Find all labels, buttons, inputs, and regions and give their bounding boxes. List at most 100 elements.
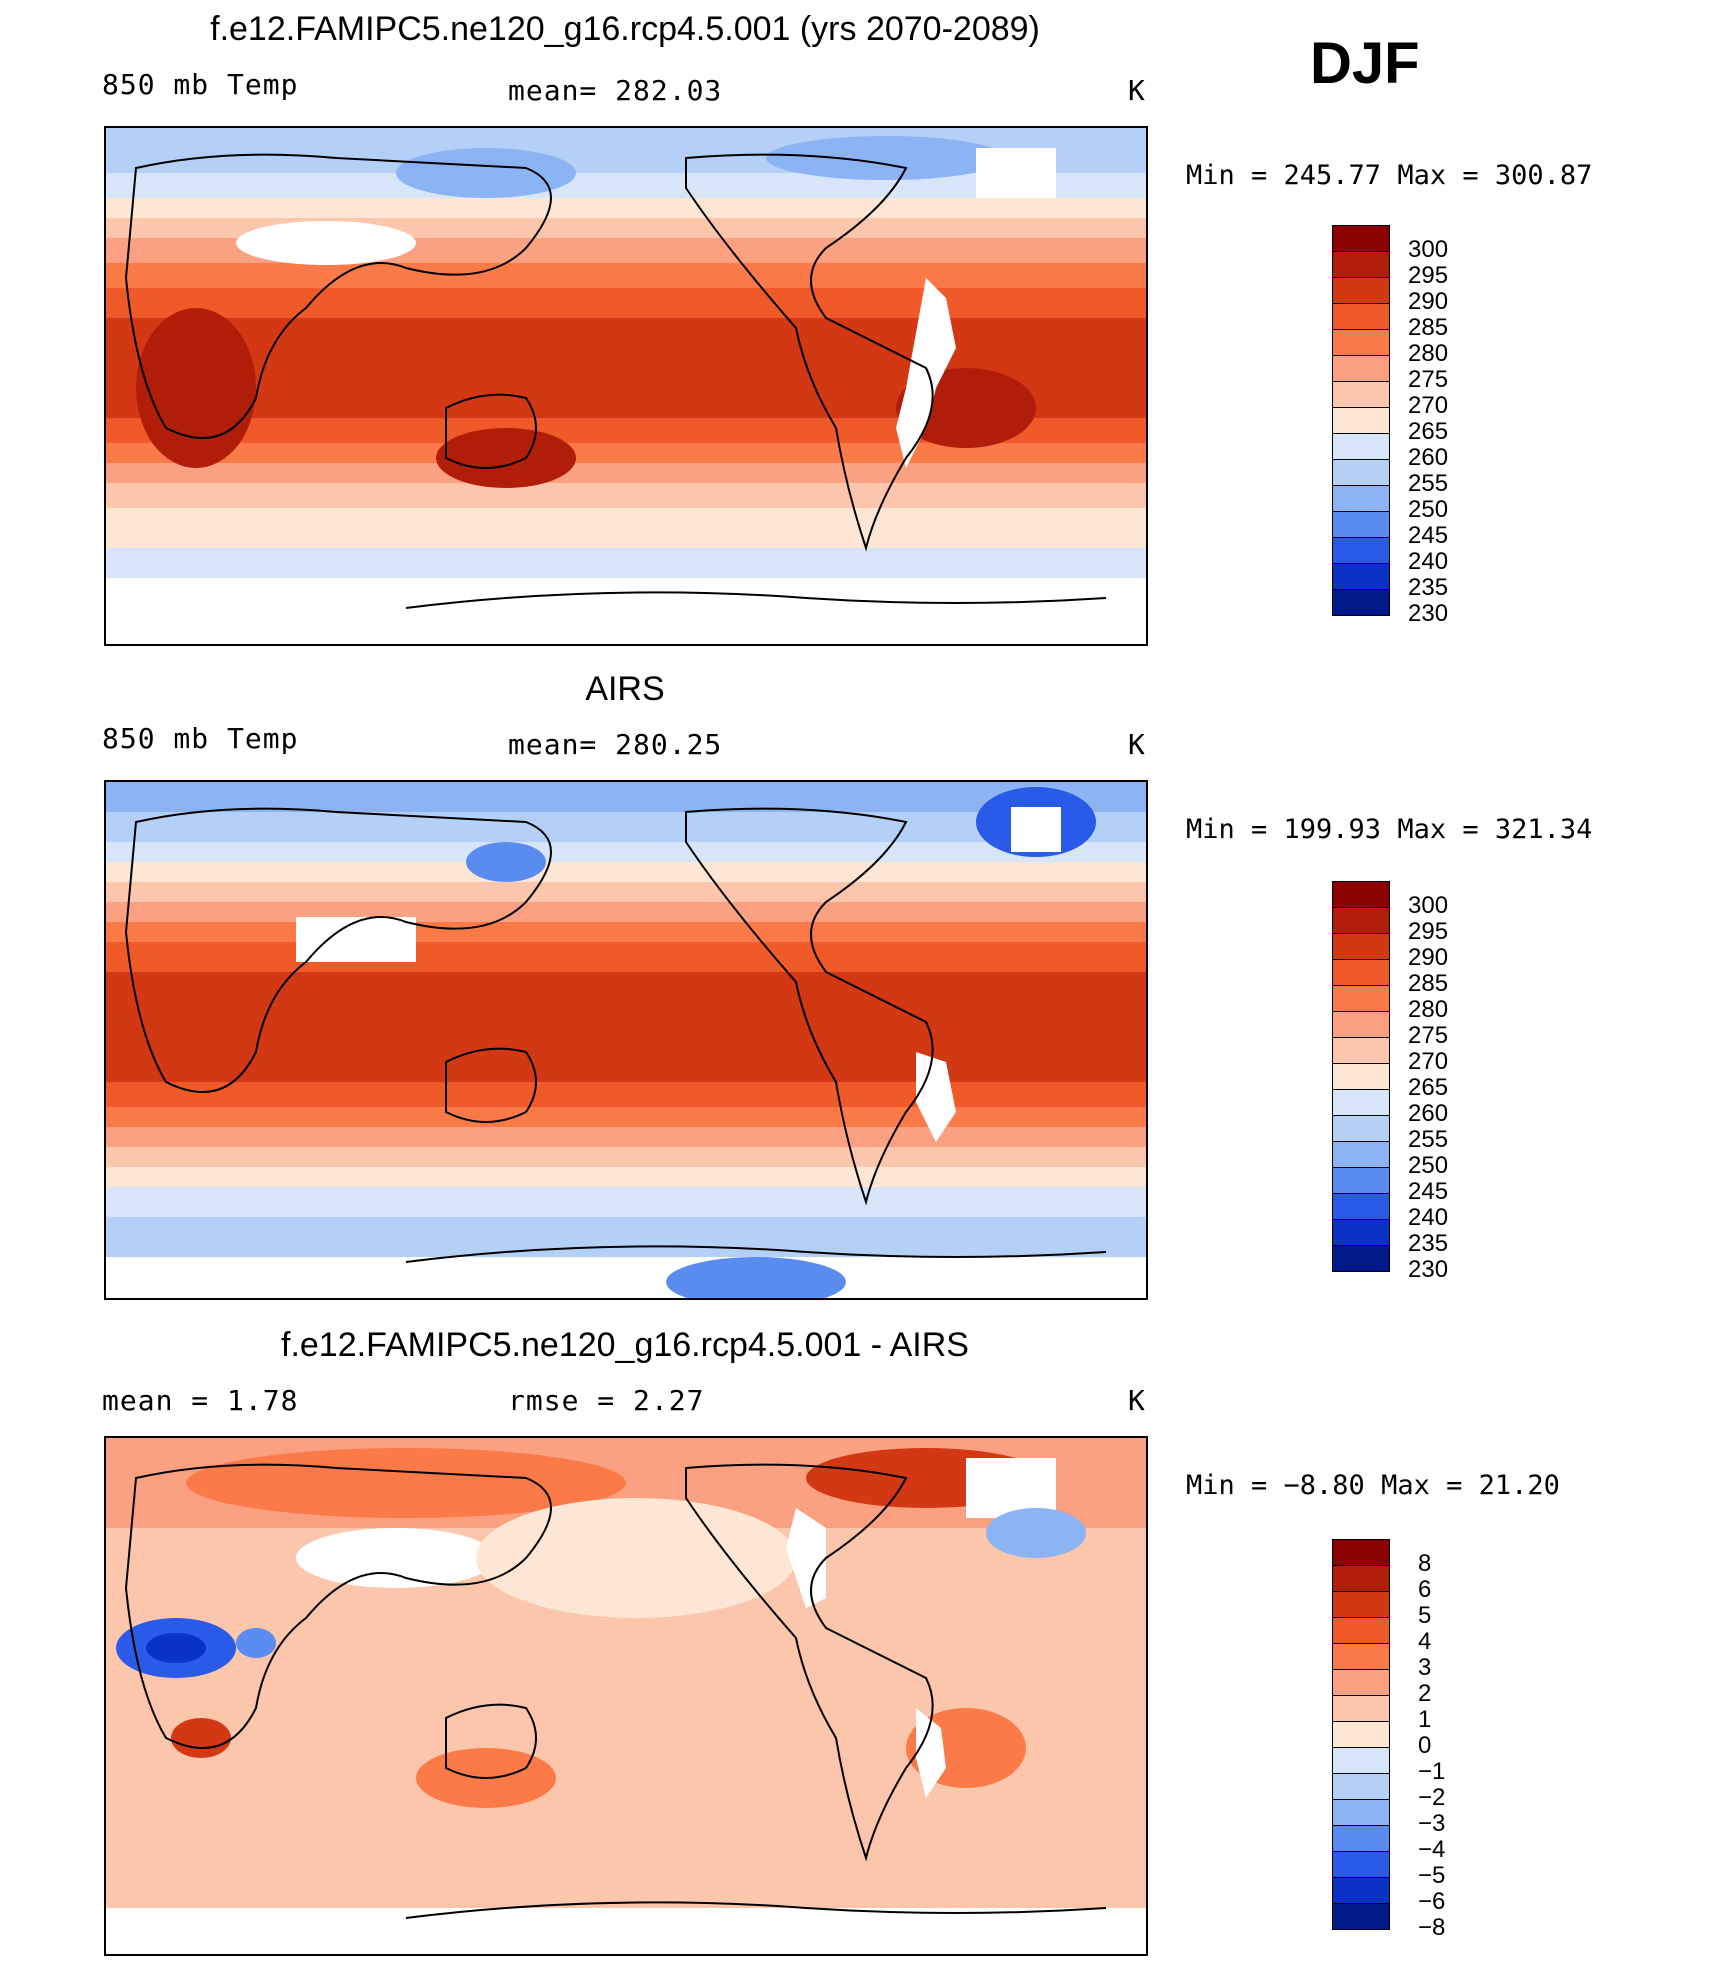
colorbar-swatch bbox=[1332, 907, 1390, 934]
colorbar-swatch bbox=[1332, 381, 1390, 408]
panel-1-map bbox=[104, 126, 1148, 646]
colorbar-tick-label: 3 bbox=[1418, 1654, 1432, 1681]
panel-3-map-svg bbox=[106, 1438, 1146, 1954]
colorbar-tick-label: 1 bbox=[1418, 1706, 1432, 1733]
colorbar-tick-label: 270 bbox=[1408, 392, 1449, 419]
panel-2-map bbox=[104, 780, 1148, 1300]
colorbar-swatch bbox=[1332, 407, 1390, 434]
colorbar-swatch bbox=[1332, 277, 1390, 304]
colorbar-swatch bbox=[1332, 1903, 1390, 1930]
colorbar-swatch bbox=[1332, 985, 1390, 1012]
colorbar-swatch bbox=[1332, 1011, 1390, 1038]
colorbar-swatch bbox=[1332, 1089, 1390, 1116]
colorbar-tick-label: −5 bbox=[1418, 1862, 1446, 1889]
panel-2-mean-label: mean= 280.25 bbox=[508, 728, 723, 761]
colorbar-tick-label: 240 bbox=[1408, 1204, 1449, 1231]
colorbar-tick-label: 275 bbox=[1408, 366, 1449, 393]
colorbar-tick-label: 8 bbox=[1418, 1550, 1432, 1577]
colorbar-swatch bbox=[1332, 1721, 1390, 1748]
colorbar-swatch bbox=[1332, 1695, 1390, 1722]
colorbar-tick-label: 260 bbox=[1408, 1100, 1449, 1127]
colorbar-tick-label: 270 bbox=[1408, 1048, 1449, 1075]
panel-3-colorbar bbox=[1332, 1539, 1392, 1930]
colorbar-tick-label: 280 bbox=[1408, 996, 1449, 1023]
colorbar-swatch bbox=[1332, 1747, 1390, 1774]
colorbar-tick-label: −3 bbox=[1418, 1810, 1446, 1837]
colorbar-swatch bbox=[1332, 1219, 1390, 1246]
colorbar-swatch bbox=[1332, 1565, 1390, 1592]
colorbar-tick-label: 285 bbox=[1408, 970, 1449, 997]
colorbar-tick-label: 4 bbox=[1418, 1628, 1432, 1655]
colorbar-tick-label: 290 bbox=[1408, 944, 1449, 971]
colorbar-swatch bbox=[1332, 1167, 1390, 1194]
colorbar-swatch bbox=[1332, 881, 1390, 908]
colorbar-swatch bbox=[1332, 355, 1390, 382]
colorbar-swatch bbox=[1332, 459, 1390, 486]
colorbar-swatch bbox=[1332, 959, 1390, 986]
colorbar-swatch bbox=[1332, 303, 1390, 330]
panel-3-mean-label: mean = 1.78 bbox=[102, 1384, 299, 1417]
colorbar-swatch bbox=[1332, 1539, 1390, 1566]
panel-1-colorbar bbox=[1332, 225, 1392, 616]
colorbar-tick-label: 295 bbox=[1408, 262, 1449, 289]
panel-2-colorbar bbox=[1332, 881, 1392, 1272]
colorbar-swatch bbox=[1332, 537, 1390, 564]
colorbar-tick-label: −6 bbox=[1418, 1888, 1446, 1915]
colorbar-swatch bbox=[1332, 433, 1390, 460]
colorbar-swatch bbox=[1332, 1617, 1390, 1644]
panel-3-rmse-label: rmse = 2.27 bbox=[508, 1384, 705, 1417]
colorbar-swatch bbox=[1332, 329, 1390, 356]
colorbar-tick-label: 255 bbox=[1408, 470, 1449, 497]
colorbar-tick-label: 245 bbox=[1408, 522, 1449, 549]
colorbar-swatch bbox=[1332, 1063, 1390, 1090]
colorbar-swatch bbox=[1332, 1825, 1390, 1852]
colorbar-swatch bbox=[1332, 511, 1390, 538]
colorbar-swatch bbox=[1332, 1193, 1390, 1220]
panel-3-minmax: Min = −8.80 Max = 21.20 bbox=[1186, 1470, 1560, 1501]
panel-2-title: AIRS bbox=[585, 670, 665, 708]
colorbar-swatch bbox=[1332, 589, 1390, 616]
colorbar-tick-label: 275 bbox=[1408, 1022, 1449, 1049]
colorbar-tick-label: 5 bbox=[1418, 1602, 1432, 1629]
colorbar-tick-label: −4 bbox=[1418, 1836, 1446, 1863]
colorbar-swatch bbox=[1332, 1141, 1390, 1168]
colorbar-tick-label: 265 bbox=[1408, 418, 1449, 445]
colorbar-tick-label: −8 bbox=[1418, 1914, 1446, 1941]
colorbar-swatch bbox=[1332, 933, 1390, 960]
panel-1-variable-label: 850 mb Temp bbox=[102, 68, 299, 101]
panel-2-units: K bbox=[1128, 728, 1146, 761]
panel-2-variable-label: 850 mb Temp bbox=[102, 722, 299, 755]
panel-1-map-svg bbox=[106, 128, 1146, 644]
panel-1-mean-label: mean= 282.03 bbox=[508, 74, 723, 107]
colorbar-tick-label: 230 bbox=[1408, 1256, 1449, 1283]
colorbar-swatch bbox=[1332, 1643, 1390, 1670]
colorbar-tick-label: 255 bbox=[1408, 1126, 1449, 1153]
colorbar-tick-label: 250 bbox=[1408, 496, 1449, 523]
colorbar-swatch bbox=[1332, 1245, 1390, 1272]
panel-1-units: K bbox=[1128, 74, 1146, 107]
colorbar-tick-label: 245 bbox=[1408, 1178, 1449, 1205]
colorbar-tick-label: 0 bbox=[1418, 1732, 1432, 1759]
colorbar-tick-label: −1 bbox=[1418, 1758, 1446, 1785]
colorbar-tick-label: 300 bbox=[1408, 236, 1449, 263]
colorbar-tick-label: 295 bbox=[1408, 918, 1449, 945]
panel-3-title: f.e12.FAMIPC5.ne120_g16.rcp4.5.001 - AIR… bbox=[281, 1326, 969, 1364]
colorbar-swatch bbox=[1332, 1851, 1390, 1878]
colorbar-tick-label: 265 bbox=[1408, 1074, 1449, 1101]
colorbar-tick-label: 6 bbox=[1418, 1576, 1432, 1603]
panel-2-minmax: Min = 199.93 Max = 321.34 bbox=[1186, 814, 1593, 845]
colorbar-tick-label: 2 bbox=[1418, 1680, 1432, 1707]
colorbar-swatch bbox=[1332, 563, 1390, 590]
panel-3-map bbox=[104, 1436, 1148, 1956]
season-label: DJF bbox=[1310, 31, 1420, 96]
colorbar-tick-label: 290 bbox=[1408, 288, 1449, 315]
colorbar-tick-label: 285 bbox=[1408, 314, 1449, 341]
panel-1-title: f.e12.FAMIPC5.ne120_g16.rcp4.5.001 (yrs … bbox=[210, 10, 1040, 48]
colorbar-swatch bbox=[1332, 251, 1390, 278]
colorbar-tick-label: 240 bbox=[1408, 548, 1449, 575]
colorbar-tick-label: 260 bbox=[1408, 444, 1449, 471]
colorbar-swatch bbox=[1332, 1773, 1390, 1800]
colorbar-tick-label: 250 bbox=[1408, 1152, 1449, 1179]
colorbar-swatch bbox=[1332, 485, 1390, 512]
panel-2-map-svg bbox=[106, 782, 1146, 1298]
